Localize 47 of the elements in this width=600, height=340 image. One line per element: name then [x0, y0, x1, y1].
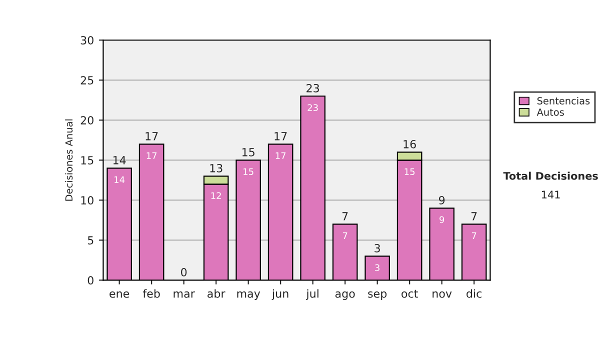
total-label: 0 [181, 268, 187, 276]
data-label: 23 [308, 104, 318, 112]
data-label: 15 [244, 168, 254, 176]
total-label: 9 [438, 196, 445, 204]
total-label: 17 [274, 132, 287, 140]
data-label: 7 [472, 232, 476, 239]
x-tick-label: ene [110, 291, 130, 298]
x-tick-label: dic [466, 289, 482, 298]
y-tick-label: 5 [88, 236, 94, 245]
data-label: 7 [342, 232, 348, 239]
data-label: 17 [276, 152, 286, 159]
legend-label: Sentencias [537, 96, 590, 104]
total-label: 14 [113, 156, 126, 164]
x-tick-label: feb [142, 289, 160, 298]
x-tick-label: sep [368, 291, 387, 300]
data-label: 12 [211, 192, 221, 199]
total-label: 17 [146, 132, 158, 140]
y-tick-label: 20 [80, 116, 94, 125]
data-label: 9 [440, 216, 444, 224]
y-tick-label: 30 [80, 36, 94, 44]
x-tick-label: nov [432, 291, 452, 298]
total-label: 23 [306, 84, 320, 92]
total-label: 15 [242, 148, 254, 156]
x-tick-label: abr [208, 289, 226, 298]
data-label: 15 [404, 168, 415, 176]
data-label: 3 [375, 264, 380, 272]
data-label: 17 [146, 152, 157, 159]
y-tick-label: 10 [81, 196, 94, 205]
total-label: 7 [471, 212, 477, 220]
total-label: 7 [342, 212, 348, 220]
x-tick-label: mar [174, 291, 195, 298]
text: 141 [542, 190, 560, 198]
y-tick-label: 25 [80, 76, 94, 85]
y-tick-label: 0 [88, 276, 94, 285]
total-label: 3 [374, 244, 380, 252]
total-label: 16 [404, 140, 416, 148]
data-label: 14 [114, 176, 125, 183]
x-tick-label: jul [306, 289, 318, 300]
total-label: 13 [210, 164, 222, 172]
x-tick-label: oct [402, 290, 418, 298]
text: Total Decisiones [503, 172, 598, 180]
legend-label: Autos [536, 108, 564, 116]
y-tick-label: 15 [81, 156, 94, 165]
x-tick-label: jun [272, 289, 288, 300]
x-tick-label: may [237, 291, 260, 300]
y-axis-title: Decisiones Anual [65, 119, 73, 201]
x-tick-label: ago [335, 291, 355, 300]
